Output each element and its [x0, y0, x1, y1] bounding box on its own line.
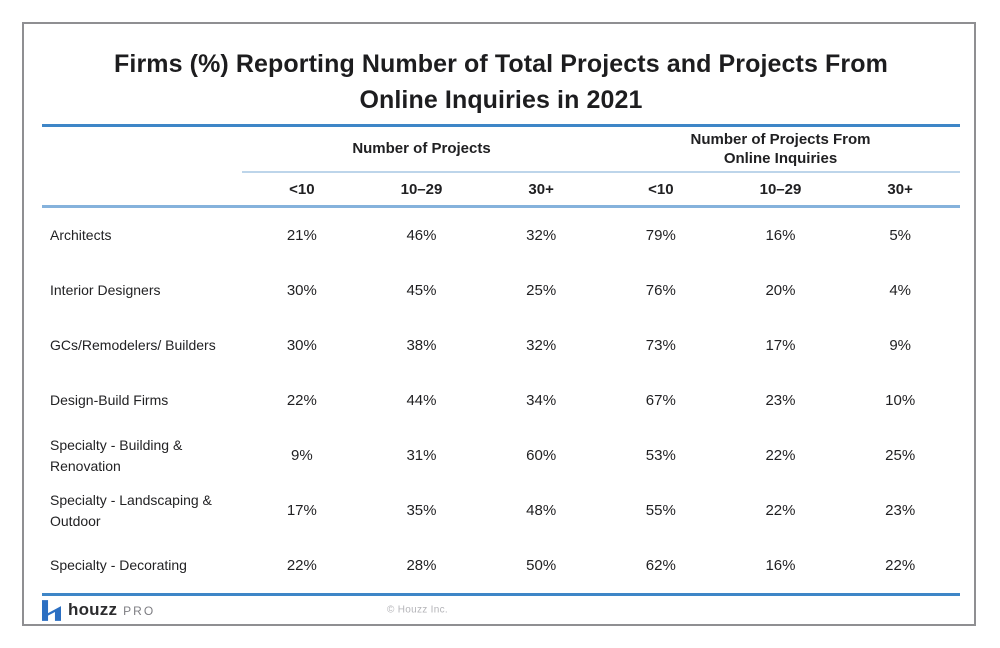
cell: 76% — [645, 282, 676, 299]
footer-divider — [42, 593, 960, 596]
cell: 25% — [885, 447, 916, 464]
column-header-row: <10 10–29 30+ <10 10–29 30+ — [42, 173, 960, 205]
houzz-pro-logo: houzz PRO — [42, 599, 156, 621]
row-label: Specialty - Decorating — [50, 557, 187, 574]
row-label: Specialty - Building & Renovation — [50, 437, 183, 474]
cell: 35% — [406, 502, 437, 519]
column-group-header-row: Number of Projects Number of Projects Fr… — [42, 127, 960, 171]
column-header: 30+ — [887, 180, 913, 198]
cell: 48% — [526, 502, 557, 519]
column-header: <10 — [648, 180, 674, 198]
cell: 45% — [406, 282, 437, 299]
houzz-logo-icon — [42, 599, 61, 621]
cell: 31% — [406, 447, 437, 464]
table-row: Interior Designers 30% 45% 25% 76% 20% 4… — [42, 263, 960, 318]
group-header-online-inquiries: Number of Projects From Online Inquiries — [690, 130, 871, 168]
group-header-total-projects: Number of Projects — [352, 140, 491, 158]
cell: 53% — [645, 447, 676, 464]
cell: 60% — [526, 447, 557, 464]
cell: 16% — [765, 227, 796, 244]
cell: 17% — [765, 337, 796, 354]
cell: 21% — [286, 227, 317, 244]
cell: 10% — [885, 392, 916, 409]
cell: 17% — [286, 502, 317, 519]
brand-suffix: PRO — [123, 604, 156, 618]
cell: 30% — [286, 282, 317, 299]
header-divider — [42, 205, 960, 208]
cell: 22% — [885, 557, 916, 574]
cell: 32% — [526, 227, 557, 244]
column-header: 10–29 — [759, 180, 802, 198]
cell: 62% — [645, 557, 676, 574]
cell: 9% — [889, 337, 911, 354]
brand-name: houzz — [68, 600, 118, 619]
column-header: 10–29 — [400, 180, 443, 198]
cell: 22% — [286, 392, 317, 409]
title-divider — [42, 124, 960, 127]
table-row: Architects 21% 46% 32% 79% 16% 5% — [42, 208, 960, 263]
cell: 79% — [645, 227, 676, 244]
table-row: Design-Build Firms 22% 44% 34% 67% 23% 1… — [42, 373, 960, 428]
column-header: <10 — [289, 180, 315, 198]
page-title: Firms (%) Reporting Number of Total Proj… — [114, 50, 888, 114]
cell: 55% — [645, 502, 676, 519]
cell: 44% — [406, 392, 437, 409]
row-label: Design-Build Firms — [50, 392, 169, 409]
cell: 23% — [765, 392, 796, 409]
cell: 34% — [526, 392, 557, 409]
table-row: Specialty - Decorating 22% 28% 50% 62% 1… — [42, 538, 960, 593]
table-card: Firms (%) Reporting Number of Total Proj… — [22, 22, 976, 626]
cell: 5% — [889, 227, 911, 244]
row-label: Architects — [50, 227, 112, 244]
copyright-text: © Houzz Inc. — [387, 604, 448, 616]
table-body: Architects 21% 46% 32% 79% 16% 5% Interi… — [42, 208, 960, 593]
cell: 28% — [406, 557, 437, 574]
cell: 20% — [765, 282, 796, 299]
footer: houzz PRO © Houzz Inc. — [42, 596, 960, 624]
cell: 30% — [286, 337, 317, 354]
table-row: Specialty - Landscaping & Outdoor 17% 35… — [42, 483, 960, 538]
cell: 73% — [645, 337, 676, 354]
cell: 22% — [286, 557, 317, 574]
group-header-divider — [242, 171, 960, 173]
column-header: 30+ — [528, 180, 554, 198]
cell: 46% — [406, 227, 437, 244]
cell: 22% — [765, 502, 796, 519]
table-row: GCs/Remodelers/ Builders 30% 38% 32% 73%… — [42, 318, 960, 373]
cell: 16% — [765, 557, 796, 574]
table-row: Specialty - Building & Renovation 9% 31%… — [42, 428, 960, 483]
row-label: GCs/Remodelers/ Builders — [50, 337, 216, 354]
cell: 23% — [885, 502, 916, 519]
cell: 25% — [526, 282, 557, 299]
cell: 4% — [889, 282, 911, 299]
cell: 67% — [645, 392, 676, 409]
cell: 32% — [526, 337, 557, 354]
row-label: Specialty - Landscaping & Outdoor — [50, 492, 212, 529]
cell: 38% — [406, 337, 437, 354]
cell: 9% — [290, 447, 313, 464]
cell: 22% — [765, 447, 796, 464]
row-label: Interior Designers — [50, 282, 161, 299]
cell: 50% — [526, 557, 557, 574]
